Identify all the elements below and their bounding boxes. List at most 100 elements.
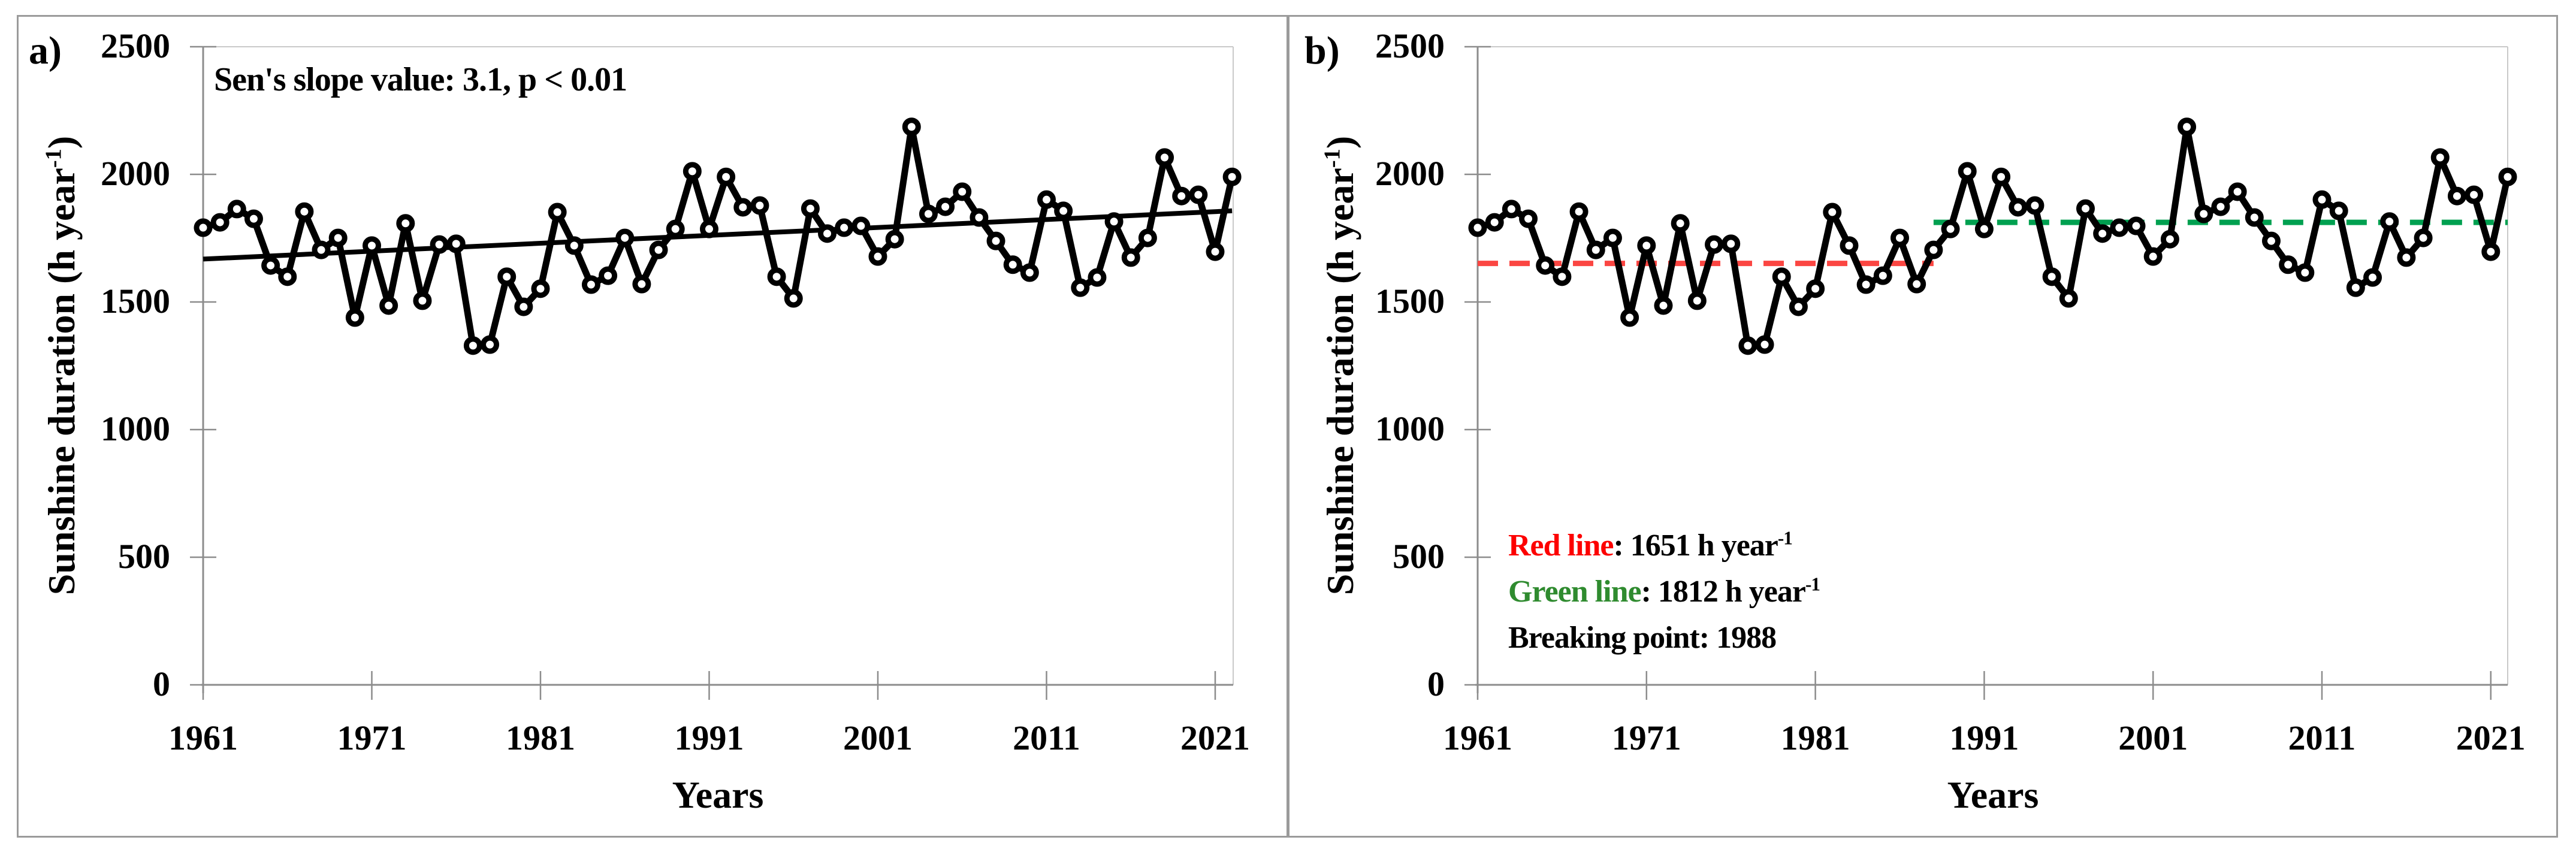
data-point-b xyxy=(2211,197,2230,216)
data-point-b xyxy=(1603,228,1622,247)
y-tick-label-a: 500 xyxy=(118,537,170,576)
data-point-b xyxy=(2498,167,2517,186)
data-point-a xyxy=(345,308,364,327)
y-tick-label-a: 2000 xyxy=(101,154,170,193)
data-point-b xyxy=(2194,204,2213,223)
data-point-a xyxy=(1020,263,1039,282)
data-point-b xyxy=(2110,218,2129,237)
data-point-b xyxy=(2127,216,2146,235)
data-point-b xyxy=(1907,274,1926,294)
data-point-b xyxy=(2380,212,2399,231)
x-axis-title-a: Years xyxy=(672,774,764,816)
data-point-a xyxy=(446,234,466,253)
data-point-b xyxy=(1536,256,1555,275)
data-point-b xyxy=(1637,236,1656,255)
data-point-a xyxy=(531,279,550,298)
panel-a-letter: a) xyxy=(29,29,62,72)
data-point-a xyxy=(379,296,398,315)
data-point-a xyxy=(1071,278,1090,297)
y-tick-label-a: 1500 xyxy=(101,282,170,321)
data-point-a xyxy=(1104,212,1124,231)
data-point-a xyxy=(1037,190,1056,209)
data-point-a xyxy=(936,197,955,216)
x-tick-label-b: 1961 xyxy=(1443,718,1512,757)
data-point-a xyxy=(986,231,1005,250)
data-point-a xyxy=(1054,201,1073,220)
data-point-a xyxy=(564,236,584,255)
data-point-a xyxy=(615,228,635,247)
data-point-a xyxy=(1003,255,1022,274)
data-point-b xyxy=(1519,209,1538,228)
data-point-a xyxy=(1222,167,1242,186)
data-point-b xyxy=(1654,296,1673,315)
data-point-a xyxy=(784,289,803,308)
data-point-b xyxy=(2245,208,2264,227)
data-point-b xyxy=(2279,255,2298,274)
data-point-b xyxy=(2296,263,2315,282)
data-point-b xyxy=(1840,236,1859,255)
data-point-a xyxy=(1172,186,1191,206)
data-point-b xyxy=(1722,234,1741,253)
data-point-b xyxy=(1620,308,1639,327)
y-tick-label-b: 1500 xyxy=(1375,282,1445,321)
data-point-a xyxy=(733,198,753,217)
data-point-a xyxy=(328,228,348,247)
x-tick-label-b: 1971 xyxy=(1611,718,1681,757)
x-tick-label-b: 1981 xyxy=(1780,718,1850,757)
data-point-a xyxy=(227,200,246,219)
data-point-a xyxy=(649,240,668,259)
data-point-b xyxy=(1671,214,1690,233)
x-tick-label-b: 2021 xyxy=(2456,718,2526,757)
data-point-b xyxy=(2160,229,2179,249)
data-point-b xyxy=(1806,279,1825,298)
x-tick-label-a: 1981 xyxy=(506,718,575,757)
data-point-a xyxy=(278,267,297,286)
y-axis-title-a-close: ) xyxy=(40,135,83,149)
y-axis-title-b-close: ) xyxy=(1319,135,1361,149)
x-tick-label-a: 1961 xyxy=(168,718,238,757)
data-point-b xyxy=(1856,275,1876,294)
data-point-b xyxy=(2465,185,2484,204)
data-point-b xyxy=(2430,148,2450,167)
data-point-a xyxy=(599,266,618,285)
data-point-a xyxy=(295,202,314,221)
data-point-a xyxy=(885,229,904,249)
data-point-a xyxy=(767,267,786,286)
data-point-a xyxy=(851,216,871,235)
data-point-a xyxy=(514,297,533,316)
data-point-b xyxy=(2143,247,2163,266)
x-tick-label-a: 2001 xyxy=(843,718,913,757)
data-point-b xyxy=(1772,267,1791,286)
data-point-a xyxy=(497,267,517,286)
y-axis-title-a-text: Sunshine duration (h year xyxy=(40,168,83,596)
data-point-a xyxy=(363,236,381,255)
data-point-b xyxy=(2228,182,2247,201)
data-point-b xyxy=(1974,219,1994,238)
y-axis-title-b: Sunshine duration (h year-1) xyxy=(1319,0,1361,755)
breaking-point-annotation: Breaking point: 1988 xyxy=(1508,621,1777,655)
data-point-a xyxy=(1206,242,1225,261)
data-point-b xyxy=(2025,196,2045,215)
y-tick-label-b: 0 xyxy=(1427,664,1445,703)
data-point-a xyxy=(682,162,702,181)
data-point-a xyxy=(312,240,331,259)
data-point-b xyxy=(2076,199,2095,218)
x-tick-label-a: 2011 xyxy=(1013,718,1080,757)
data-point-b xyxy=(1502,200,1521,219)
y-axis-title-a: Sunshine duration (h year-1) xyxy=(40,0,83,755)
data-point-a xyxy=(868,247,887,266)
data-point-b xyxy=(2481,242,2500,261)
data-point-a xyxy=(210,213,229,232)
red-line-annotation-sup: -1 xyxy=(1777,527,1793,549)
data-point-b xyxy=(1958,162,1977,181)
x-tick-label-a: 1991 xyxy=(674,718,744,757)
sen-slope-annotation: Sen's slope value: 3.1, p < 0.01 xyxy=(214,61,627,98)
data-point-a xyxy=(481,335,500,354)
data-point-a xyxy=(430,235,449,254)
red-line-annotation: Red line: 1651 h year-1 xyxy=(1508,527,1793,562)
data-point-b xyxy=(1755,335,1774,354)
data-point-a xyxy=(970,208,989,227)
x-axis-title-b: Years xyxy=(1947,774,2039,816)
data-point-b xyxy=(1941,219,1960,238)
